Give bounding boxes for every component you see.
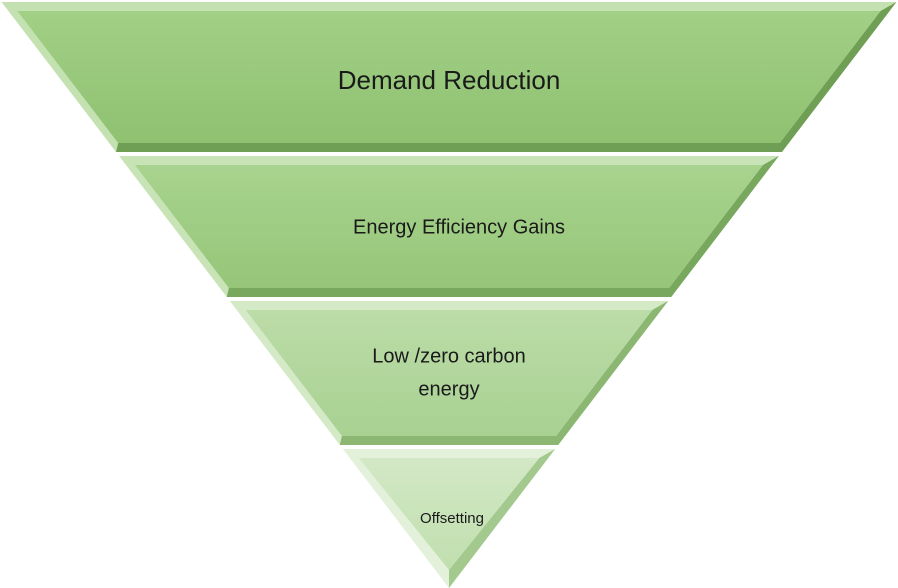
band-face	[134, 165, 764, 288]
level-label: Demand Reduction	[338, 65, 561, 95]
band-face	[17, 11, 881, 143]
level-label: Low /zero carbon	[372, 345, 525, 367]
band-face	[358, 458, 540, 570]
level-label: Offsetting	[420, 510, 484, 527]
level-label: energy	[418, 378, 479, 400]
level-label: Energy Efficiency Gains	[353, 216, 565, 238]
band-face	[245, 310, 653, 436]
band-shade	[449, 449, 556, 588]
